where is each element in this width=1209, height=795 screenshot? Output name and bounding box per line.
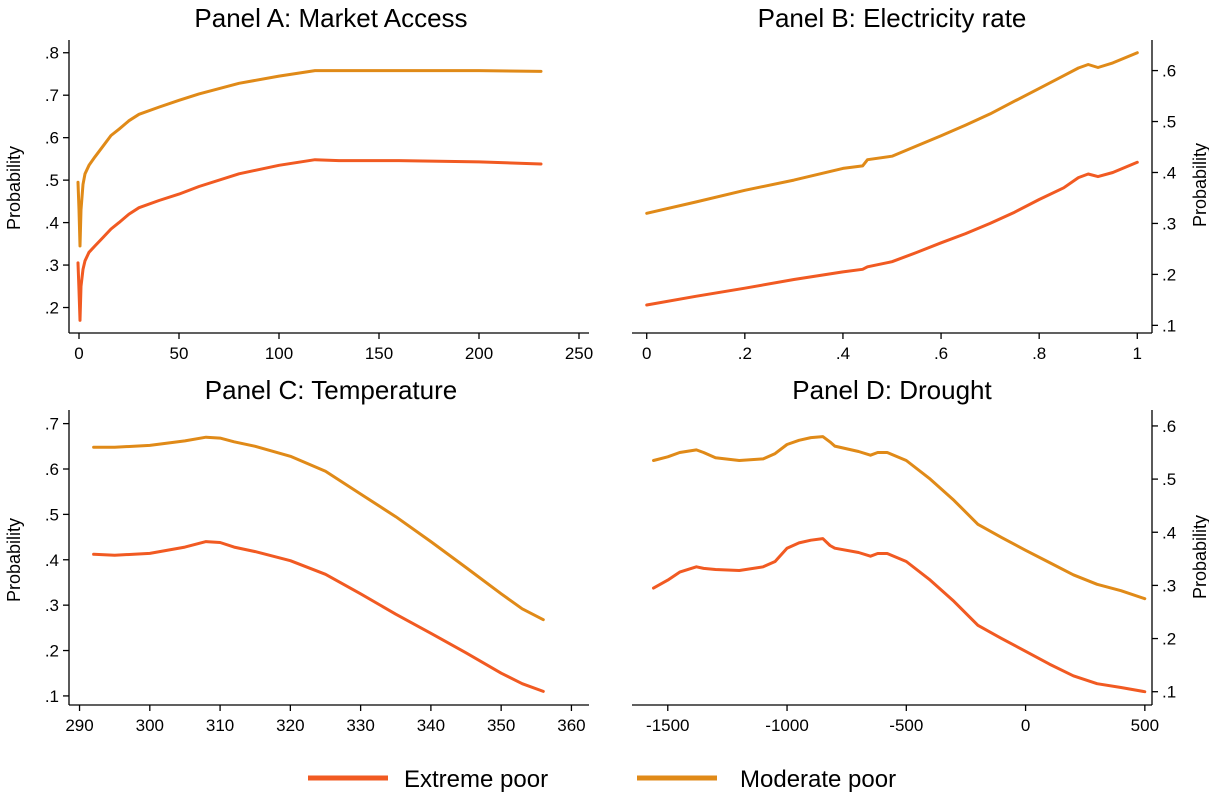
panel-c-y-tick-label: .7 (45, 415, 59, 434)
panel-c-x-tick-label: 330 (346, 716, 374, 735)
plot-layer: 0 50 100 150 200 250 .2 .3 .4 .5 .6 .7 .8 0 .2 .4 .6 .8 1.… (45, 40, 1176, 735)
panel-b-x-tick-label: .8 (1032, 344, 1046, 363)
panel-a-y-tick-label: .3 (45, 256, 59, 275)
panel-b-y-tick-label: .2 (1162, 265, 1176, 284)
panel-c-y-tick-label: .5 (45, 505, 59, 524)
panel-c-x-tick-label: 310 (206, 716, 234, 735)
panel-c-y-tick-label: .2 (45, 642, 59, 661)
panel-c-y-tick-label: .6 (45, 460, 59, 479)
panel-d-y-tick-label: .1 (1162, 683, 1176, 702)
panel-d-y-tick-label: .2 (1162, 630, 1176, 649)
panel-a-y-tick-label: .7 (45, 86, 59, 105)
panel-b-x-tick-label: 1 (1133, 344, 1142, 363)
panel-d-line-extreme-poor (652, 537, 1147, 694)
panel-a-title: Panel A: Market Access (194, 3, 467, 33)
panel-a: Panel A: Market Access Probability (4, 3, 468, 230)
panel-c-x-tick-label: 320 (276, 716, 304, 735)
panel-a-ylabel: Probability (4, 146, 24, 230)
panel-a-x-tick-label: 200 (465, 344, 493, 363)
panel-d-x-tick-label: -1500 (646, 716, 689, 735)
panel-c-ylabel: Probability (4, 518, 24, 602)
legend-label-extreme-poor: Extreme poor (404, 766, 548, 793)
panel-b-y-tick-label: .5 (1162, 113, 1176, 132)
panel-b-line-extreme-poor (645, 160, 1139, 307)
panel-b-x-tick-label: 0 (642, 344, 651, 363)
panel-c-x-tick-label: 350 (487, 716, 515, 735)
panel-b-x-tick-label: .4 (836, 344, 850, 363)
panel-b-line-moderate-poor (645, 51, 1139, 215)
panel-c-line-moderate-poor (92, 435, 545, 622)
panel-a-x-tick-label: 250 (565, 344, 593, 363)
panel-d-plot: -1500 -1000 -500 0 500.1 .2 .3 .4 .5 .6 (632, 410, 1176, 735)
panel-a-y-tick-label: .6 (45, 129, 59, 148)
panel-b-ylabel: Probability (1190, 143, 1209, 227)
panel-d-y-tick-label: .6 (1162, 417, 1176, 436)
panel-a-line-extreme-poor (76, 158, 543, 322)
panel-d-ylabel: Probability (1190, 515, 1209, 599)
panel-c-line-extreme-poor (92, 540, 545, 693)
panel-b-y-tick-label: .4 (1162, 163, 1176, 182)
panel-d-x-tick-label: -500 (889, 716, 923, 735)
panel-a-x-tick-label: 50 (170, 344, 189, 363)
panel-a-x-tick-label: 0 (74, 344, 83, 363)
panel-a-y-tick-label: .4 (45, 214, 59, 233)
panel-d-y-tick-label: .4 (1162, 523, 1176, 542)
panel-b: Panel B: Electricity rate Probability (758, 3, 1209, 227)
panel-b-title: Panel B: Electricity rate (758, 3, 1027, 33)
panel-d-title: Panel D: Drought (792, 375, 992, 405)
legend-label-moderate-poor: Moderate poor (740, 766, 896, 793)
panel-b-x-tick-label: .2 (738, 344, 752, 363)
panel-c-y-tick-label: .3 (45, 596, 59, 615)
panel-a-plot: 0 50 100 150 200 250 .2 .3 .4 .5 .6 .7 .8 (45, 40, 593, 363)
panel-d-x-tick-label: 0 (1021, 716, 1030, 735)
panel-d-y-tick-label: .3 (1162, 576, 1176, 595)
panel-a-x-tick-label: 150 (365, 344, 393, 363)
panel-c-title: Panel C: Temperature (205, 375, 457, 405)
panel-c-plot: 290 300 310 320 330 340 350 360 .1 .2 .3 .4 .5 .6 .7 (45, 410, 589, 735)
panel-c-y-tick-label: .4 (45, 551, 59, 570)
panel-a-y-tick-label: .2 (45, 299, 59, 318)
panel-d: Panel D: Drought Probability (792, 375, 1209, 599)
legend: Extreme poor Moderate poor (308, 766, 896, 793)
panel-d-line-moderate-poor (652, 435, 1147, 601)
panel-c-x-tick-label: 360 (557, 716, 585, 735)
panel-c: Panel C: Temperature Probability (4, 375, 457, 602)
panel-b-y-tick-label: .1 (1162, 316, 1176, 335)
panel-c-y-tick-label: .1 (45, 687, 59, 706)
panel-d-x-tick-label: -1000 (765, 716, 808, 735)
panel-a-y-tick-label: .8 (45, 44, 59, 63)
panel-b-plot: 0 .2 .4 .6 .8 1 .1 .2 .3 .4 .5 .6 (632, 40, 1176, 363)
panel-c-x-tick-label: 340 (417, 716, 445, 735)
panel-a-x-tick-label: 100 (265, 344, 293, 363)
panel-a-y-tick-label: .5 (45, 171, 59, 190)
panel-a-line-moderate-poor (76, 69, 543, 248)
panel-d-y-tick-label: .5 (1162, 470, 1176, 489)
panel-c-x-tick-label: 300 (136, 716, 164, 735)
panel-d-x-tick-label: 500 (1131, 716, 1159, 735)
panel-b-y-tick-label: .6 (1162, 62, 1176, 81)
panel-b-x-tick-label: .6 (934, 344, 948, 363)
panel-c-x-tick-label: 290 (65, 716, 93, 735)
panel-b-y-tick-label: .3 (1162, 214, 1176, 233)
